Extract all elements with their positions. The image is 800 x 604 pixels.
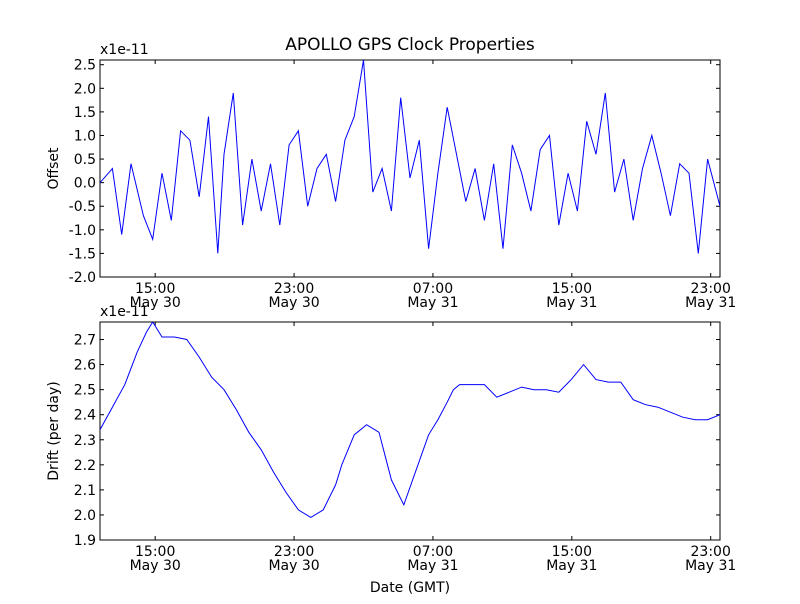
offset-xtick-date: May 31 <box>546 295 597 311</box>
drift-xtick-time: 23:00 <box>691 544 731 560</box>
offset-ytick-label: 2.5 <box>74 58 96 74</box>
drift-series-line <box>100 322 720 518</box>
drift-ytick-label: 2.6 <box>74 358 96 374</box>
drift-xtick-time: 15:00 <box>135 544 175 560</box>
offset-ytick-label: -1.5 <box>69 246 96 262</box>
offset-xtick-date: May 30 <box>130 295 181 311</box>
offset-xtick-time: 23:00 <box>691 281 731 297</box>
drift-ytick-label: 2.0 <box>74 508 96 524</box>
drift-ytick-label: 2.4 <box>74 408 96 424</box>
chart-title: APOLLO GPS Clock Properties <box>285 35 535 55</box>
offset-ytick-label: 2.0 <box>74 81 96 97</box>
drift-xlabel: Date (GMT) <box>370 580 450 596</box>
drift-xtick-date: May 31 <box>546 558 597 574</box>
drift-scale-label: x1e-11 <box>100 304 149 320</box>
drift-xtick-date: May 31 <box>407 558 458 574</box>
drift-ytick-label: 1.9 <box>74 533 96 549</box>
offset-ytick-label: 1.5 <box>74 105 96 121</box>
offset-ylabel: Offset <box>46 147 62 190</box>
offset-xtick-time: 15:00 <box>135 281 175 297</box>
offset-plot-frame <box>99 59 721 278</box>
drift-xtick-time: 07:00 <box>413 544 453 560</box>
drift-plot-frame <box>99 321 721 541</box>
drift-xtick-date: May 30 <box>130 558 181 574</box>
drift-ytick-label: 2.7 <box>74 333 96 349</box>
offset-ytick-label: -2.0 <box>69 270 96 286</box>
drift-ytick-label: 2.5 <box>74 383 96 399</box>
offset-xtick-date: May 31 <box>685 295 736 311</box>
drift-xtick-time: 15:00 <box>552 544 592 560</box>
drift-xtick-time: 23:00 <box>274 544 314 560</box>
offset-xtick-time: 15:00 <box>552 281 592 297</box>
offset-ytick-label: -1.0 <box>69 223 96 239</box>
offset-panel: -2.0-1.5-1.0-0.50.00.51.01.52.02.515:00M… <box>46 42 736 311</box>
drift-ytick-label: 2.1 <box>74 483 96 499</box>
offset-xtick-time: 23:00 <box>274 281 314 297</box>
offset-ytick-label: 0.5 <box>74 152 96 168</box>
offset-xtick-date: May 30 <box>268 295 319 311</box>
drift-xtick-date: May 31 <box>685 558 736 574</box>
offset-xtick-time: 07:00 <box>413 281 453 297</box>
offset-ytick-label: -0.5 <box>69 199 96 215</box>
drift-xtick-date: May 30 <box>268 558 319 574</box>
drift-ytick-label: 2.3 <box>74 433 96 449</box>
drift-ylabel: Drift (per day) <box>46 381 62 480</box>
offset-xtick-date: May 31 <box>407 295 458 311</box>
offset-scale-label: x1e-11 <box>100 42 149 58</box>
drift-ytick-label: 2.2 <box>74 458 96 474</box>
offset-ytick-label: 0.0 <box>74 176 96 192</box>
offset-series-line <box>100 60 720 254</box>
offset-ytick-label: 1.0 <box>74 128 96 144</box>
